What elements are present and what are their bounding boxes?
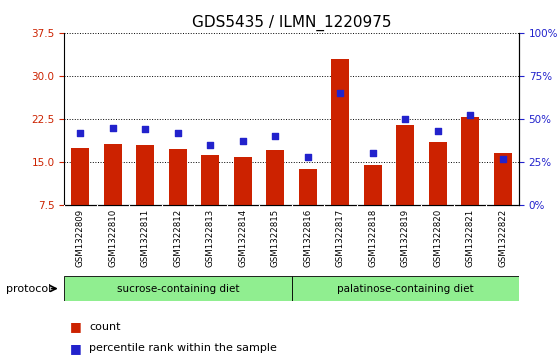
Text: sucrose-containing diet: sucrose-containing diet (117, 284, 239, 294)
Bar (137, 145, 155, 205)
Bar (396, 125, 414, 205)
Point (174, 130, 182, 135)
Point (238, 138, 247, 144)
Point (466, 113, 475, 118)
Text: GSM1322809: GSM1322809 (76, 209, 85, 267)
Text: percentile rank within the sample: percentile rank within the sample (89, 343, 277, 354)
Text: GSM1322820: GSM1322820 (433, 209, 442, 267)
Point (433, 128, 442, 134)
Point (336, 90, 345, 96)
Bar (331, 58, 349, 205)
Text: GSM1322812: GSM1322812 (174, 209, 182, 267)
Text: GSM1322813: GSM1322813 (206, 209, 215, 267)
Text: ■: ■ (70, 320, 81, 333)
Text: GSM1322816: GSM1322816 (304, 209, 312, 267)
Bar (201, 155, 219, 205)
Bar (104, 144, 122, 205)
Text: GSM1322811: GSM1322811 (141, 209, 150, 267)
Title: GDS5435 / ILMN_1220975: GDS5435 / ILMN_1220975 (192, 15, 391, 31)
Point (498, 156, 507, 162)
Text: palatinose-containing diet: palatinose-containing diet (337, 284, 474, 294)
Bar (64, 276, 291, 301)
Text: GSM1322819: GSM1322819 (401, 209, 410, 267)
Text: GSM1322810: GSM1322810 (108, 209, 117, 267)
Text: GSM1322818: GSM1322818 (368, 209, 377, 267)
Text: GSM1322814: GSM1322814 (238, 209, 247, 267)
Point (368, 150, 377, 156)
Bar (169, 149, 187, 205)
Text: GSM1322821: GSM1322821 (466, 209, 475, 267)
Bar (291, 276, 519, 301)
Bar (429, 142, 446, 205)
Point (304, 154, 312, 160)
Point (401, 116, 410, 122)
Bar (234, 158, 252, 205)
Bar (266, 151, 284, 205)
Text: GSM1322822: GSM1322822 (498, 209, 507, 267)
Point (76, 130, 85, 135)
Bar (71, 148, 89, 205)
Bar (299, 169, 317, 205)
Text: ■: ■ (70, 342, 81, 355)
Point (271, 133, 280, 139)
Point (108, 125, 117, 130)
Text: GSM1322815: GSM1322815 (271, 209, 280, 267)
Point (141, 126, 150, 132)
Bar (461, 117, 479, 205)
Text: protocol: protocol (6, 284, 51, 294)
Point (206, 142, 215, 148)
Bar (494, 153, 512, 205)
Text: GSM1322817: GSM1322817 (336, 209, 345, 267)
Bar (364, 165, 382, 205)
Text: count: count (89, 322, 121, 332)
